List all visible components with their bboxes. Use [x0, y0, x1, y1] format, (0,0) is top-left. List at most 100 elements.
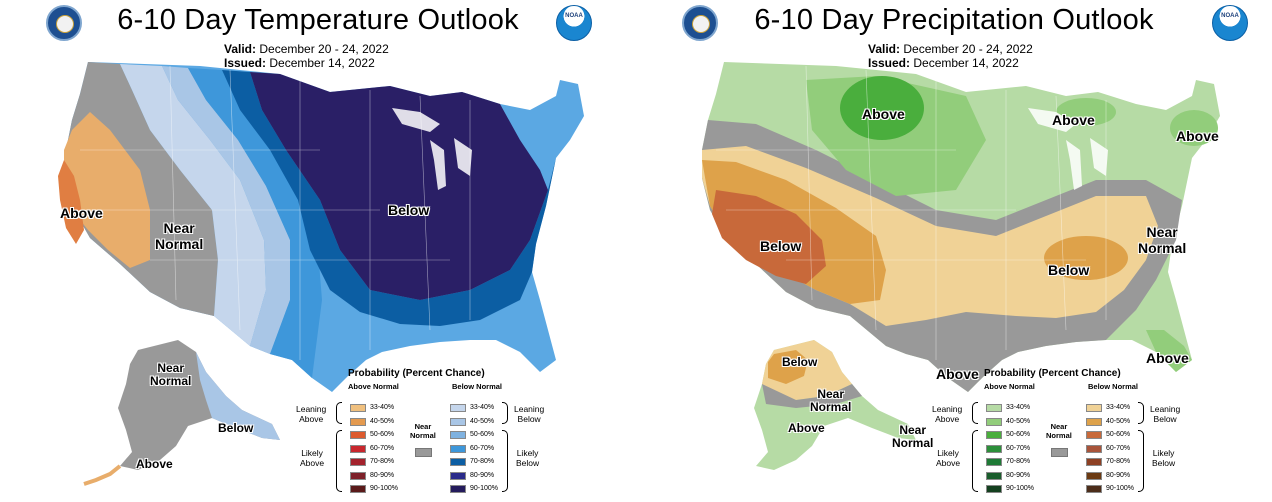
valid-value: December 20 - 24, 2022	[903, 42, 1033, 56]
legend-swatch	[350, 404, 366, 412]
legend-side-likely-below: Likely Below	[516, 448, 540, 468]
legend-side-leaning-above: Leaning Above	[932, 404, 963, 424]
legend-swatch	[450, 444, 466, 453]
precip-alaska-brown	[768, 350, 808, 384]
legend-swatch	[350, 458, 366, 466]
legend-range-label: 60-70%	[370, 444, 395, 452]
legend-brace-left-bottom	[336, 430, 342, 492]
legend-swatch	[450, 471, 466, 480]
legend-row-below: 33-40%	[1086, 404, 1146, 413]
map-label-above-greatlakes: Above	[1052, 112, 1095, 128]
temp-alaska-aleutian	[83, 464, 122, 486]
legend-swatch	[986, 444, 1002, 453]
valid-label: Valid:	[224, 42, 257, 56]
map-label-above-northeast: Above	[1176, 128, 1219, 144]
legend-brace-left-top	[336, 402, 342, 424]
legend-range-label: 40-50%	[1106, 417, 1131, 425]
map-label-alaska-below: Below	[218, 421, 254, 435]
legend-range-label: 50-60%	[370, 431, 395, 438]
legend-range-label: 60-70%	[1006, 444, 1031, 452]
legend-row-above: 80-90%	[986, 471, 1046, 481]
temp-lean-below-1	[120, 64, 266, 346]
precip-above-northeast	[1170, 110, 1218, 146]
legend-row-below: 70-80%	[1086, 458, 1146, 467]
temperature-valid: Valid: December 20 - 24, 2022	[224, 42, 389, 56]
map-label-below-south: Below	[1048, 262, 1090, 278]
legend-range-label: 70-80%	[1106, 458, 1131, 465]
legend-side-likely-above: Likely Above	[300, 448, 325, 468]
legend-head-above: Above Normal	[348, 382, 399, 391]
legend-row-below: 70-80%	[450, 458, 510, 467]
map-label-below-west: Below	[760, 238, 802, 254]
legend-swatch	[350, 417, 366, 426]
legend-swatch	[986, 417, 1002, 426]
temp-alaska	[118, 340, 280, 470]
legend-row-below: 80-90%	[450, 471, 510, 481]
legend-row-above: 33-40%	[986, 404, 1046, 413]
legend-row-below: 90-100%	[450, 485, 510, 494]
legend-swatch	[1086, 404, 1102, 412]
map-label-above-gulf: Above	[936, 366, 979, 382]
map-label-near-normal: Near Normal	[155, 220, 204, 252]
legend-row-below: 60-70%	[1086, 444, 1146, 454]
legend-title: Probability (Percent Chance)	[984, 368, 1121, 379]
legend-range-label: 90-100%	[470, 485, 499, 492]
legend-range-label: 80-90%	[1106, 471, 1131, 479]
valid-label: Valid:	[868, 42, 901, 56]
legend-side-leaning-above: Leaning Above	[296, 404, 327, 424]
legend-swatch	[350, 485, 366, 493]
noaa-logo-icon: NOAA	[556, 5, 592, 41]
legend-head-below: Below Normal	[452, 382, 503, 391]
legend-side-leaning-below: Leaning Below	[1150, 404, 1181, 424]
temperature-map	[58, 62, 584, 486]
legend-brace-right-top	[502, 402, 508, 424]
map-label-alaska-near-1: Near Normal	[810, 387, 852, 414]
legend-range-label: 33-40%	[470, 404, 495, 411]
legend-range-label: 90-100%	[1006, 485, 1035, 492]
map-label-above-florida: Above	[1146, 350, 1189, 366]
legend-row-below: 40-50%	[1086, 417, 1146, 427]
legend-range-label: 40-50%	[370, 417, 395, 425]
legend-row-below: 50-60%	[450, 431, 510, 440]
precipitation-issued: Issued: December 14, 2022	[868, 56, 1019, 70]
precip-alaska-grey	[762, 384, 862, 408]
legend-side-likely-below: Likely Below	[1152, 448, 1176, 468]
map-label-below-main: Below	[388, 202, 430, 218]
legend-near-label: Near Normal	[1046, 422, 1072, 440]
legend-brace-right-top	[1138, 402, 1144, 424]
legend-row-below: 33-40%	[450, 404, 510, 413]
temperature-outlook-panel: 6-10 Day Temperature Outlook NOAA Valid:…	[46, 4, 592, 500]
legend-row-above: 60-70%	[350, 444, 410, 454]
map-label-above-west: Above	[60, 205, 103, 221]
map-label-alaska-below: Below	[782, 355, 818, 369]
legend-range-label: 33-40%	[1006, 404, 1031, 411]
legend-title: Probability (Percent Chance)	[348, 368, 485, 379]
temperature-legend: Probability (Percent Chance) Above Norma…	[290, 368, 580, 500]
temp-above-40	[64, 112, 150, 268]
legend-row-above: 40-50%	[350, 417, 410, 427]
legend-row-above: 90-100%	[350, 485, 410, 494]
legend-row-above: 70-80%	[986, 458, 1046, 467]
legend-near-swatch	[1051, 448, 1068, 457]
legend-swatch	[986, 485, 1002, 493]
legend-range-label: 70-80%	[370, 458, 395, 465]
legend-swatch	[450, 431, 466, 439]
precip-above-florida	[1146, 330, 1192, 372]
legend-row-above: 70-80%	[350, 458, 410, 467]
legend-range-label: 80-90%	[470, 471, 495, 479]
legend-side-likely-above: Likely Above	[936, 448, 961, 468]
legend-brace-left-bottom	[972, 430, 978, 492]
legend-swatch	[450, 417, 466, 426]
map-label-near-normal: Near Normal	[1138, 224, 1187, 256]
legend-swatch	[986, 471, 1002, 480]
legend-range-label: 90-100%	[1106, 485, 1135, 492]
legend-head-below: Below Normal	[1088, 382, 1139, 391]
legend-swatch	[350, 431, 366, 439]
legend-row-above: 40-50%	[986, 417, 1046, 427]
map-label-alaska-near-2: Near Normal	[892, 423, 934, 450]
temp-below-80	[250, 72, 548, 300]
legend-row-below: 90-100%	[1086, 485, 1146, 494]
legend-row-above: 80-90%	[350, 471, 410, 481]
temp-great-lakes	[392, 108, 472, 190]
legend-range-label: 50-60%	[470, 431, 495, 438]
